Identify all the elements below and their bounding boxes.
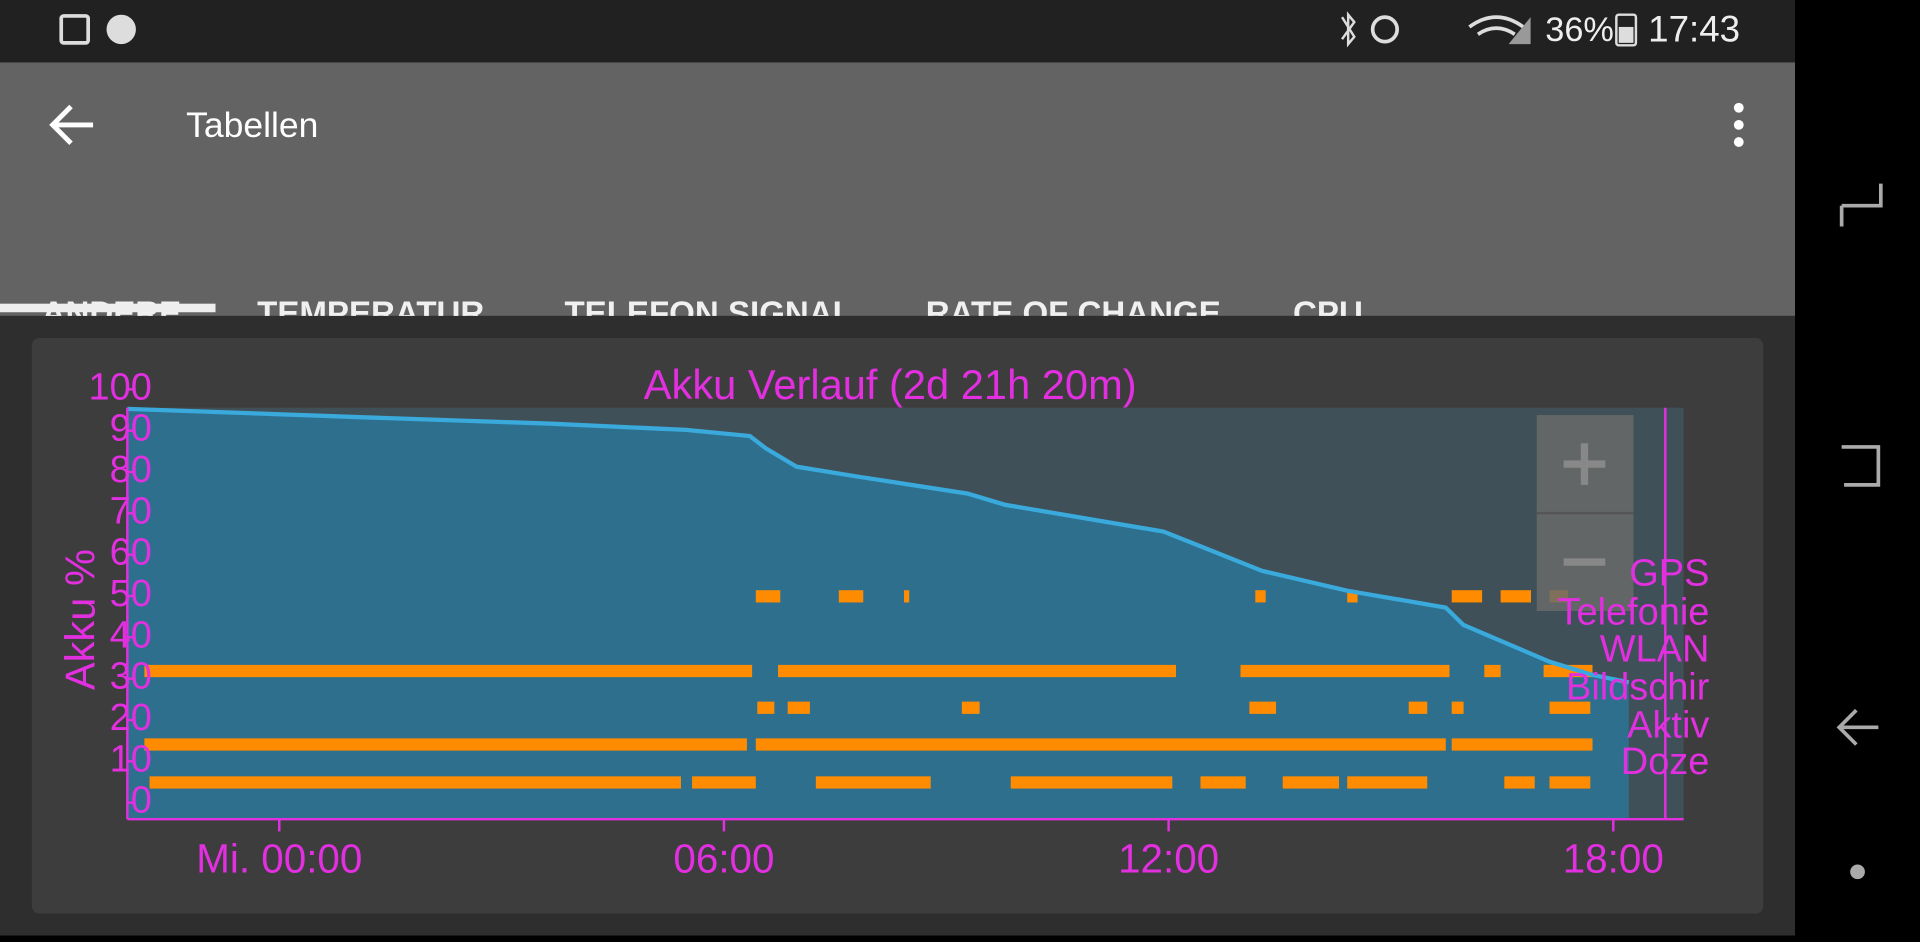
activity-label: GPS [1629, 553, 1709, 595]
activity-bar [757, 701, 775, 714]
spotify-icon [106, 14, 136, 45]
y-tick-label: 20 [110, 697, 152, 739]
activity-bar [1484, 664, 1501, 678]
activity-bar [1255, 590, 1266, 603]
activity-bar [787, 701, 810, 714]
battery-text: 36% [1545, 11, 1614, 49]
y-tick-label: 50 [110, 573, 152, 615]
activity-bar [1500, 590, 1532, 603]
x-tick-label: 12:00 [1118, 836, 1219, 882]
activity-bar [149, 776, 681, 789]
activity-bar [1543, 664, 1593, 678]
chart-title: Akku Verlauf (2d 21h 20m) [644, 361, 1137, 408]
activity-bar [1010, 776, 1173, 789]
recents-button[interactable] [1839, 183, 1883, 227]
app-bar: Tabellen ANDERE TEMPERATUR TELEFON SIGNA… [0, 62, 1796, 332]
back-nav-button[interactable] [1836, 708, 1879, 746]
y-tick-label: 80 [110, 449, 152, 491]
activity-bar [755, 738, 1446, 751]
area-fill [127, 408, 1629, 820]
y-tick-label: 70 [110, 490, 152, 532]
activity-bar [1347, 590, 1358, 603]
battery-line [127, 406, 1630, 685]
chart: Akku Verlauf (2d 21h 20m) Akku % GPSTele… [31, 337, 1764, 914]
activity-label: Bildschir [1566, 666, 1709, 708]
activity-bar [144, 738, 747, 751]
activity-label: Telefonie [1558, 592, 1710, 634]
battery-level [1618, 26, 1634, 43]
activity-bar [144, 664, 753, 678]
tab-indicator [0, 303, 216, 313]
y-tick-label: 40 [110, 614, 152, 656]
y-tick-label: 100 [89, 366, 152, 408]
alarm-icon [1370, 15, 1399, 44]
activity-bar [778, 664, 1177, 678]
y-tick-label: 10 [110, 738, 152, 780]
activity-bar [1549, 776, 1591, 789]
overflow-menu[interactable] [1724, 102, 1753, 151]
bluetooth-icon [1341, 11, 1356, 48]
wifi-icon [1468, 15, 1525, 36]
y-tick-label: 60 [110, 532, 152, 574]
activity-bar [1347, 776, 1428, 789]
activity-bar [1282, 776, 1340, 789]
activity-bar [904, 590, 910, 603]
activity-bar [1451, 738, 1593, 751]
y-tick-label: 90 [110, 408, 152, 450]
activity-bar [815, 776, 931, 789]
activity-bar [1451, 701, 1464, 714]
x-tick-label: 18:00 [1563, 836, 1664, 882]
activity-bar [1408, 701, 1428, 714]
y-tick-label: 0 [131, 780, 152, 822]
x-tick-label: Mi. 00:00 [196, 836, 362, 882]
battery-icon [1615, 13, 1638, 47]
zoom-in[interactable] [1563, 443, 1606, 485]
activity-bar [755, 590, 781, 603]
activity-bar [838, 590, 864, 603]
nav-icons [1836, 183, 1883, 880]
back-button[interactable] [47, 102, 98, 151]
app-title: Tabellen [186, 106, 319, 146]
activity-bar [1549, 701, 1591, 714]
x-tick-label: 06:00 [673, 836, 774, 882]
dot [1850, 864, 1865, 880]
status-bar: 36% 17:43 [0, 0, 1796, 63]
activity-bar [692, 776, 756, 789]
activity-bar [1451, 590, 1483, 603]
y-tick-label: 30 [110, 656, 152, 698]
activity-bar [1200, 776, 1246, 789]
clock: 17:43 [1648, 9, 1740, 50]
activity-label: WLAN [1600, 628, 1710, 670]
status-icons: 36% 17:43 [59, 9, 1740, 50]
gallery-icon [59, 14, 91, 45]
y-axis-title: Akku % [56, 549, 103, 690]
activity-bar [1249, 701, 1277, 714]
activity-label: Aktiv [1627, 704, 1709, 746]
activity-bar [1504, 776, 1535, 789]
home-button[interactable] [1841, 445, 1881, 487]
activity-bar [1240, 664, 1450, 678]
nav-bar [1795, 0, 1920, 936]
activity-bar [961, 701, 980, 714]
